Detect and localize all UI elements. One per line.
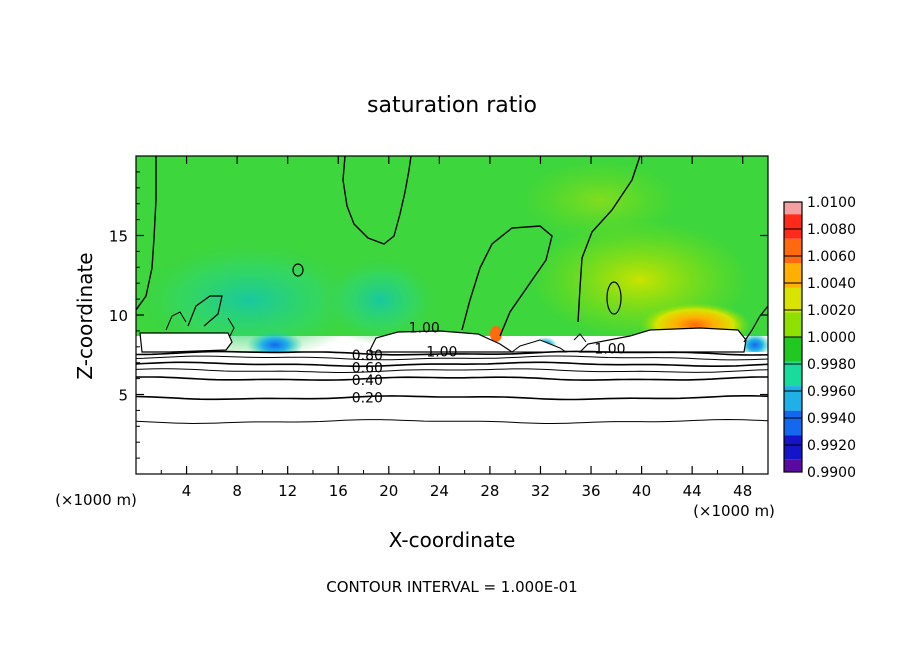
contour-line-0.80 — [136, 350, 768, 356]
chart-title: saturation ratio — [367, 93, 537, 118]
contour-1.00-left-a — [136, 156, 157, 311]
contour-label: 0.60 — [352, 360, 383, 376]
colorbar-swatch — [784, 214, 802, 239]
contour-1.00-right-edge — [743, 305, 768, 343]
y-axis-label: Z-coordinate — [73, 252, 97, 379]
colorbar-label: 0.9920 — [807, 438, 856, 454]
contour-1.00-left-b — [187, 295, 223, 327]
colorbar-label: 0.9960 — [807, 384, 856, 400]
x-tick-label: 20 — [379, 482, 398, 500]
colorbar-swatch — [784, 312, 802, 337]
colorbar-swatch — [784, 361, 802, 387]
contour-label: 0.20 — [352, 391, 383, 407]
colorbar-swatch — [784, 202, 802, 215]
x-tick-label: 24 — [430, 482, 449, 500]
contour-labels: 0.800.600.40 0.20 1.00 1.00 1.00 — [352, 321, 626, 407]
contour-label: 1.00 — [409, 321, 440, 337]
contour-1.00-ring-a — [292, 263, 304, 277]
x-tick-label: 44 — [683, 482, 702, 500]
contour-label: 1.00 — [594, 341, 625, 357]
colorbar-label: 1.0020 — [807, 303, 856, 319]
cloud-blob-left — [139, 332, 233, 353]
contour-line-0.60 — [136, 361, 768, 368]
x-tick-label: 32 — [531, 482, 550, 500]
contour-1.00-top-b — [577, 156, 641, 323]
colorbar-label: 1.0100 — [807, 195, 856, 211]
x-tick-label: 48 — [733, 482, 752, 500]
cool-patch-mid — [320, 255, 440, 345]
cool-patch-left — [136, 240, 370, 360]
colorbar-swatch — [784, 386, 802, 411]
x-tick-label: 16 — [329, 482, 348, 500]
contour-1.00-wiggle — [165, 311, 587, 343]
colorbar-swatch — [784, 287, 802, 313]
cloud-blob-right — [578, 327, 747, 353]
contour-1.00-ring-b — [606, 281, 622, 315]
contour-line-0.40 — [136, 376, 768, 381]
cloud-blob-mid — [369, 330, 514, 353]
colorbar-label: 1.0080 — [807, 222, 856, 238]
contour-line-0.20 — [136, 395, 768, 401]
contour-label: 0.80 — [352, 348, 383, 364]
contour-line-0.10 — [136, 418, 768, 425]
contour-line-0.50 — [136, 368, 768, 373]
colorbar-label: 0.9900 — [807, 465, 856, 481]
cloud-blob-mid2 — [510, 339, 568, 353]
colorbar-swatch — [784, 459, 802, 472]
colorbar-swatch — [784, 435, 802, 460]
contour-label: 1.00 — [426, 345, 457, 361]
colorbar-label: 1.0040 — [807, 276, 856, 292]
contour-line-0.70 — [136, 355, 768, 361]
colorbar-swatch — [784, 410, 802, 436]
x-unit-left: (×1000 m) — [55, 491, 137, 509]
x-tick-label: 28 — [480, 482, 499, 500]
colorbar-swatch — [784, 337, 802, 362]
colorbar-label: 1.0000 — [807, 330, 856, 346]
x-tick-label: 40 — [632, 482, 651, 500]
contour-interval-note: CONTOUR INTERVAL = 1.000E-01 — [326, 578, 577, 596]
contour-label: 0.40 — [352, 373, 383, 389]
y-tick-label: 10 — [109, 307, 128, 325]
x-axis-ticks: 4 8 12 16 20 24 28 32 36 40 44 48 — [160, 156, 752, 500]
x-unit-right: (×1000 m) — [693, 502, 775, 520]
colorbar-swatch — [784, 238, 802, 264]
colorbar: 1.0100 1.0080 1.0060 1.0040 1.0020 1.0000 0.99… — [783, 195, 856, 481]
x-axis-label: X-coordinate — [389, 528, 516, 552]
contour-1.00-top-a — [342, 156, 412, 245]
contours-below-cloud — [136, 350, 768, 425]
y-axis-ticks: 5 10 15 — [109, 171, 768, 459]
colorbar-swatch — [784, 263, 802, 288]
orange-spot — [490, 326, 502, 342]
x-tick-label: 36 — [581, 482, 600, 500]
x-tick-label: 4 — [182, 482, 192, 500]
subsaturated-region — [136, 352, 768, 474]
y-tick-label: 15 — [109, 228, 128, 246]
contour-1.00-tower — [461, 225, 553, 337]
colorbar-label: 1.0060 — [807, 249, 856, 265]
lime-patch-top — [520, 160, 680, 240]
colorbar-label: 0.9940 — [807, 411, 856, 427]
x-tick-label: 8 — [232, 482, 242, 500]
x-tick-label: 12 — [278, 482, 297, 500]
colorbar-label: 0.9980 — [807, 357, 856, 373]
y-tick-label: 5 — [118, 387, 128, 405]
plot-area — [136, 156, 768, 474]
